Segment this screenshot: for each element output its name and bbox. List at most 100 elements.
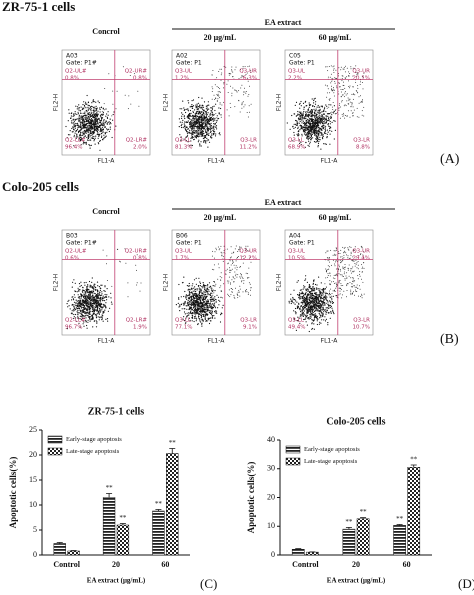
event-dot — [214, 131, 216, 133]
event-dot — [207, 313, 209, 315]
event-dot — [206, 120, 209, 122]
event-dot — [89, 121, 91, 123]
event-dot — [296, 120, 298, 122]
event-dot — [215, 247, 217, 249]
event-dot — [333, 110, 335, 112]
event-dot — [355, 81, 357, 83]
event-dot — [198, 306, 200, 308]
event-dot — [220, 279, 222, 281]
event-dot — [300, 305, 302, 307]
event-dot — [102, 113, 104, 115]
event-dot — [183, 116, 185, 118]
event-dot — [228, 289, 230, 291]
event-dot — [203, 301, 206, 303]
event-dot — [361, 101, 363, 103]
event-dot — [78, 116, 80, 118]
event-dot — [240, 87, 242, 89]
event-dot — [83, 302, 85, 304]
event-dot — [297, 294, 299, 296]
quadrant-percent: 0.8% — [133, 256, 147, 262]
event-dot — [312, 309, 314, 311]
event-dot — [320, 300, 322, 302]
event-dot — [195, 104, 197, 106]
event-dot — [302, 299, 304, 301]
event-dot — [302, 128, 304, 130]
event-dot — [85, 303, 87, 305]
event-dot — [300, 293, 302, 295]
event-dot — [301, 295, 303, 298]
event-dot — [85, 143, 87, 145]
event-dot — [332, 277, 334, 279]
event-dot — [85, 294, 87, 296]
event-dot — [338, 93, 340, 95]
event-dot — [102, 295, 104, 297]
event-dot — [86, 299, 88, 301]
event-dot — [316, 136, 318, 139]
event-dot — [314, 290, 316, 292]
event-dot — [205, 112, 208, 114]
event-dot — [314, 97, 316, 99]
event-dot — [216, 86, 218, 88]
event-dot — [101, 126, 104, 128]
event-dot — [301, 126, 303, 128]
event-dot — [302, 306, 304, 308]
event-dot — [82, 323, 84, 325]
event-dot — [210, 300, 212, 302]
event-dot — [78, 131, 80, 134]
event-dot — [87, 139, 89, 141]
event-dot — [320, 121, 322, 123]
event-dot — [312, 320, 314, 322]
event-dot — [83, 301, 85, 303]
event-dot — [108, 121, 110, 123]
event-dot — [328, 106, 330, 108]
event-dot — [219, 248, 221, 250]
event-dot — [297, 280, 299, 282]
event-dot — [211, 287, 213, 289]
event-dot — [307, 110, 309, 112]
event-dot — [196, 313, 198, 315]
event-dot — [94, 298, 96, 300]
event-dot — [309, 118, 312, 120]
event-dot — [222, 260, 224, 262]
event-dot — [77, 302, 79, 304]
event-dot — [319, 132, 321, 134]
event-dot — [202, 118, 204, 120]
event-dot — [79, 326, 81, 328]
event-dot — [317, 119, 319, 121]
event-dot — [308, 115, 310, 117]
event-dot — [321, 129, 323, 132]
event-dot — [324, 295, 326, 297]
event-dot — [325, 311, 327, 313]
event-dot — [359, 271, 361, 273]
event-dot — [214, 99, 216, 100]
event-dot — [194, 294, 196, 296]
event-dot — [91, 317, 93, 319]
event-dot — [340, 69, 342, 71]
event-dot — [219, 132, 221, 134]
event-dot — [353, 291, 354, 293]
event-dot — [95, 297, 97, 299]
event-dot — [95, 294, 98, 296]
event-dot — [94, 117, 96, 119]
event-dot — [95, 130, 97, 132]
event-dot — [109, 126, 111, 128]
event-dot — [315, 138, 317, 140]
event-dot — [107, 121, 109, 123]
event-dot — [202, 320, 204, 322]
event-dot — [219, 321, 222, 323]
event-dot — [207, 112, 209, 114]
event-dot — [68, 112, 70, 114]
event-dot — [316, 125, 318, 127]
event-dot — [104, 121, 106, 123]
event-dot — [187, 109, 189, 111]
event-dot — [194, 130, 196, 132]
event-dot — [297, 110, 299, 113]
event-dot — [348, 98, 350, 100]
event-dot — [210, 130, 212, 132]
event-dot — [87, 128, 89, 130]
event-dot — [352, 67, 354, 69]
event-dot — [326, 310, 328, 312]
event-dot — [94, 295, 96, 297]
event-dot — [73, 113, 75, 115]
